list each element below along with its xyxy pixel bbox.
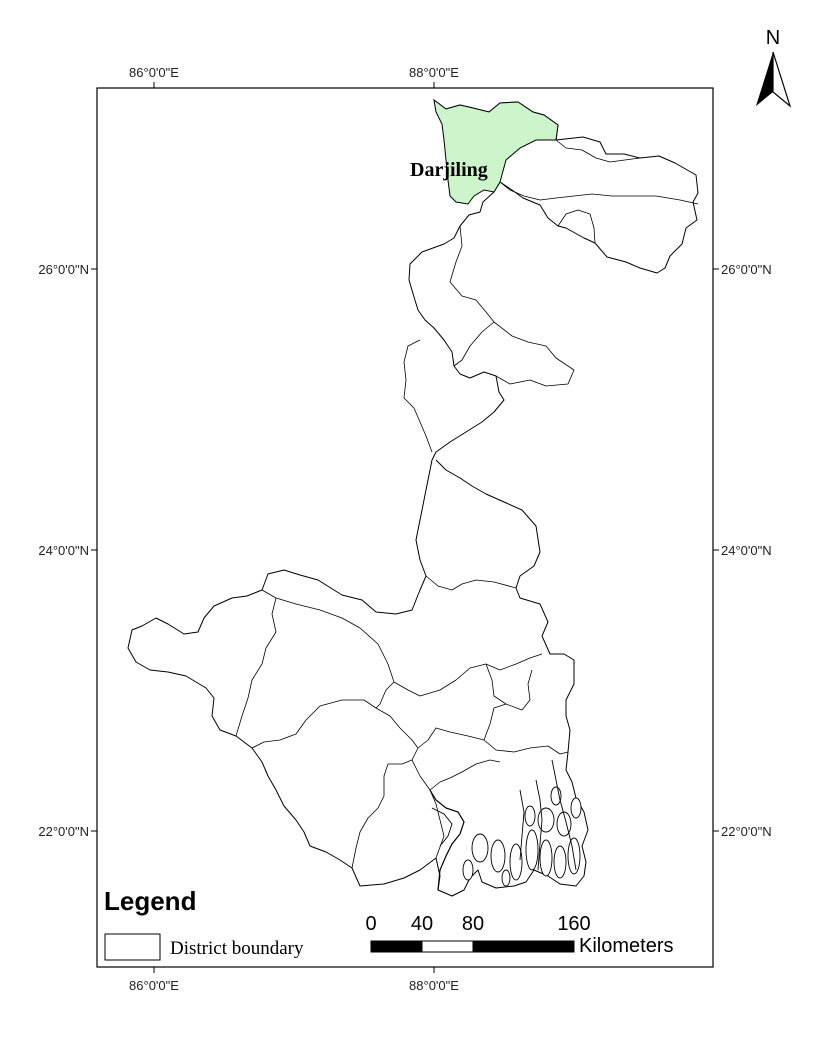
sundarbans-islands: [462, 759, 582, 887]
longitude-label-bottom-86: 86°0'0"E: [129, 978, 179, 993]
latitude-label-left-26: 26°0'0"N: [38, 262, 89, 277]
map-frame: [96, 87, 714, 968]
scale-tick-40: 40: [411, 913, 433, 935]
graticule-ticks: [91, 82, 719, 973]
scale-unit: Kilometers: [579, 935, 673, 957]
legend-swatch: [104, 933, 161, 961]
north-arrow: N: [756, 27, 792, 108]
district-darjiling: [433, 98, 559, 205]
north-arrow-label: N: [766, 27, 780, 49]
scale-tick-0: 0: [365, 913, 376, 935]
longitude-label-bottom-88: 88°0'0"E: [409, 978, 459, 993]
district-boundaries: [235, 139, 699, 869]
longitude-label-top-86: 86°0'0"E: [129, 65, 179, 80]
scale-bar: 0 40 80 160 Kilometers: [365, 913, 673, 957]
latitude-label-right-24: 24°0'0"N: [721, 543, 772, 558]
latitude-label-right-26: 26°0'0"N: [721, 262, 772, 277]
hooghly-estuary: [429, 789, 465, 891]
legend-title: Legend: [104, 886, 196, 916]
latitude-label-left-24: 24°0'0"N: [38, 543, 89, 558]
legend-item-label: District boundary: [170, 938, 304, 959]
north-arrow-icon: [756, 52, 773, 106]
state-outline: [127, 99, 699, 897]
scale-tick-80: 80: [462, 913, 484, 935]
longitude-label-top-88: 88°0'0"E: [409, 65, 459, 80]
darjiling-label: Darjiling: [410, 159, 488, 181]
scale-tick-160: 160: [557, 913, 590, 935]
latitude-label-right-22: 22°0'0"N: [721, 824, 772, 839]
latitude-label-left-22: 22°0'0"N: [38, 824, 89, 839]
